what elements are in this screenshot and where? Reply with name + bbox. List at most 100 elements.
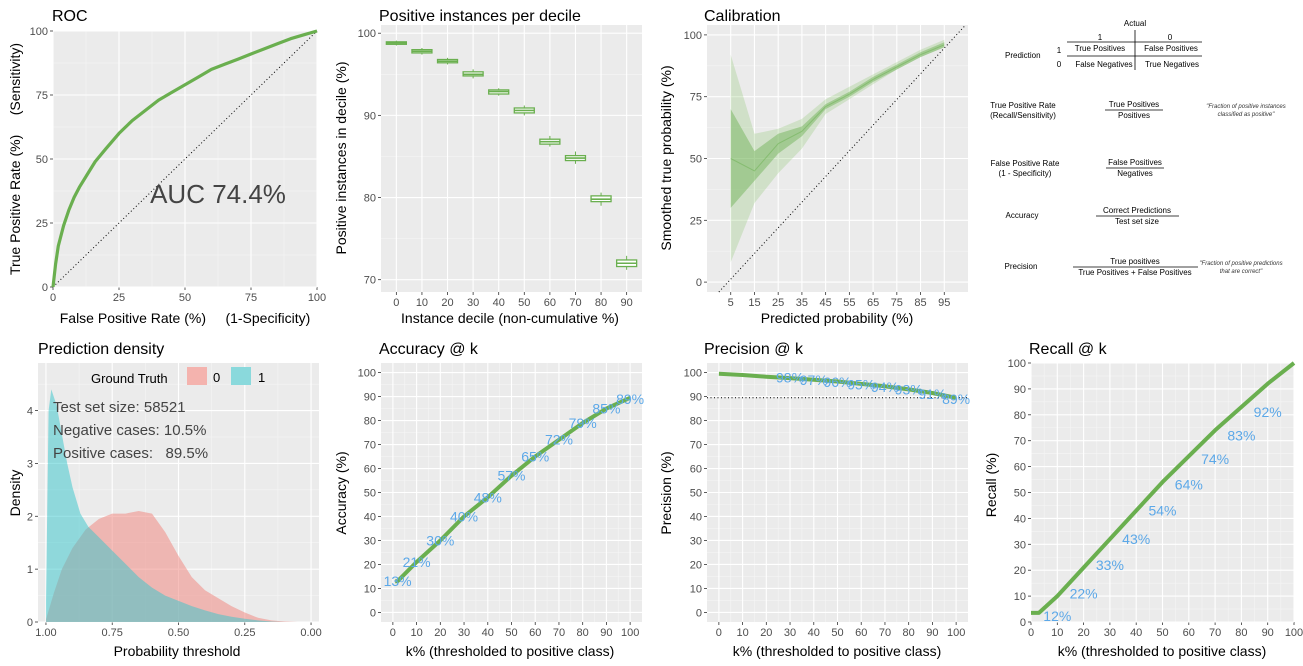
y-tick-label: 0 (696, 607, 702, 619)
def-tpr-name-1: True Positive Rate (990, 101, 1056, 110)
calibration-title: Calibration (704, 8, 780, 25)
x-tick-label: 0.75 (102, 627, 123, 639)
y-tick-label: 60 (364, 464, 376, 476)
roc-xlabel: False Positive Rate (%) (1-Specificity) (60, 310, 311, 326)
legend-title: Ground Truth (91, 371, 168, 386)
x-tick-label: 70 (553, 627, 565, 639)
precision-panel: 0 10 20 30 40 50 60 70 80 90 100 0 10 20 30 40 50 60 70 80 9… (684, 363, 970, 639)
density-legend: Ground Truth 0 1 (91, 367, 265, 386)
calibration-outer-band (730, 39, 945, 263)
x-tick-label: 50 (179, 292, 191, 304)
x-tick-label: 100 (308, 292, 326, 304)
y-tick-label: 20 (690, 559, 702, 571)
x-tick-label: 30 (1104, 627, 1116, 639)
def-actual: Actual (1124, 19, 1146, 28)
def-prec-note-1: "Fraction of positive predictions (1199, 261, 1282, 267)
x-tick-label: 60 (544, 297, 556, 309)
y-tick-label: 90 (690, 392, 702, 404)
auc-annotation: AUC 74.4% (150, 179, 286, 209)
legend-label-1: 1 (258, 370, 265, 385)
y-tick-label: 50 (1014, 488, 1026, 500)
roc-curve (51, 29, 318, 288)
x-tick-label: 40 (482, 627, 494, 639)
y-tick-label: 0 (696, 277, 702, 289)
x-tick-label: 40 (493, 297, 505, 309)
deciles-title: Positive instances per decile (379, 8, 581, 25)
x-tick-label: 70 (569, 297, 581, 309)
y-tick-label: 90 (364, 392, 376, 404)
y-tick-label: 100 (684, 30, 702, 42)
precision-ylabel: Precision (%) (658, 451, 674, 534)
point-label: 91% (918, 386, 946, 402)
point-label: 97% (800, 372, 828, 388)
point-label: 57% (497, 468, 525, 484)
x-tick-label: 0 (1028, 627, 1034, 639)
y-tick-label: 10 (1014, 591, 1026, 603)
def-col1: 1 (1098, 33, 1103, 42)
point-label: 74% (1201, 451, 1229, 467)
x-tick-label: 20 (1077, 627, 1089, 639)
y-tick-label: 100 (358, 368, 376, 380)
def-fn: False Negatives (1075, 60, 1132, 69)
test-set-size-text: Test set size: 58521 (53, 399, 186, 416)
def-tpr-num: True Positives (1109, 100, 1159, 109)
density-area-1 (46, 389, 285, 622)
y-tick-label: 80 (364, 193, 376, 205)
legend-swatch-0 (187, 367, 207, 385)
y-tick-label: 40 (690, 511, 702, 523)
x-tick-label: 100 (947, 627, 965, 639)
y-tick-label: 70 (690, 440, 702, 452)
y-tick-label: 3 (27, 458, 33, 470)
x-tick-label: 40 (808, 627, 820, 639)
deciles-xlabel: Instance decile (non-cumulative %) (401, 310, 619, 326)
x-tick-label: 50 (831, 627, 843, 639)
legend-label-0: 0 (213, 370, 220, 385)
positive-cases-text: Positive cases: 89.5% (53, 445, 208, 462)
recall-panel: 0 10 20 30 40 50 60 70 80 90 100 0 10 20 30 40 50 60 70 80 9… (1008, 358, 1303, 639)
point-label: 83% (1227, 428, 1255, 444)
y-tick-label: 75 (36, 90, 48, 102)
y-tick-label: 70 (364, 275, 376, 287)
y-tick-label: 60 (1014, 462, 1026, 474)
x-tick-label: 25 (113, 292, 125, 304)
x-tick-label: 10 (410, 627, 422, 639)
point-label: 79% (569, 415, 597, 431)
x-tick-label: 90 (621, 297, 633, 309)
point-label: 89% (616, 391, 644, 407)
y-tick-label: 100 (1008, 358, 1026, 370)
deciles-ylabel: Positive instances in decile (%) (333, 62, 349, 255)
def-fpr-name-1: False Positive Rate (991, 159, 1060, 168)
def-fpr-num: False Positives (1108, 158, 1162, 167)
point-label: 95% (847, 377, 875, 393)
y-tick-label: 80 (690, 416, 702, 428)
density-panel: 1.00 0.75 0.50 0.25 0.00 0 1 2 3 4 (27, 363, 322, 639)
x-tick-label: 100 (621, 627, 639, 639)
def-row0: 0 (1057, 60, 1062, 69)
point-label: 12% (1043, 608, 1071, 624)
y-tick-label: 20 (1014, 565, 1026, 577)
point-label: 85% (592, 401, 620, 417)
y-tick-label: 10 (690, 583, 702, 595)
point-label: 48% (474, 489, 502, 505)
point-label: 92% (1254, 404, 1282, 420)
x-tick-label: 40 (1130, 627, 1142, 639)
y-tick-label: 0 (370, 607, 376, 619)
precision-xlabel: k% (thresholded to positive class) (733, 643, 942, 659)
x-tick-label: 30 (467, 297, 479, 309)
def-row1: 1 (1057, 46, 1062, 55)
y-tick-label: 90 (1014, 384, 1026, 396)
point-label: 30% (426, 532, 454, 548)
y-tick-label: 80 (364, 416, 376, 428)
x-tick-label: 70 (1209, 627, 1221, 639)
roc-ylabel: True Positive Rate (%) (Sensitivity) (7, 43, 23, 275)
density-ylabel: Density (7, 470, 23, 517)
x-tick-label: 80 (577, 627, 589, 639)
x-tick-label: 90 (600, 627, 612, 639)
x-tick-label: 0 (393, 297, 399, 309)
def-col0: 0 (1168, 33, 1173, 42)
def-acc-name: Accuracy (1006, 211, 1039, 220)
x-tick-label: 65 (867, 297, 879, 309)
point-label: 65% (521, 449, 549, 465)
def-tpr-note-2: classified as positive" (1218, 112, 1276, 118)
